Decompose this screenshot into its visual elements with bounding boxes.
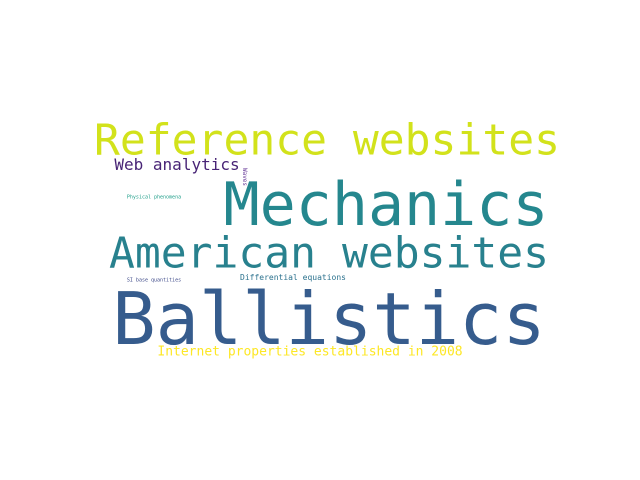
word-mechanics: Mechanics: [223, 170, 549, 240]
word-si-base-quantities: SI base quantities: [126, 277, 182, 284]
word-american-websites: American websites: [108, 228, 550, 279]
word-reference-websites: Reference websites: [94, 115, 560, 166]
word-physical-phenomena: Physical phenomena: [126, 194, 182, 201]
word-web-analytics: Web analytics: [114, 155, 240, 174]
word-differential-equations: Differential equations: [240, 273, 346, 282]
word-internet-properties-established-in-2008: Internet properties established in 2008: [157, 344, 463, 360]
word-ballistics: Ballistics: [112, 277, 546, 361]
word-waves: Waves: [241, 167, 248, 187]
